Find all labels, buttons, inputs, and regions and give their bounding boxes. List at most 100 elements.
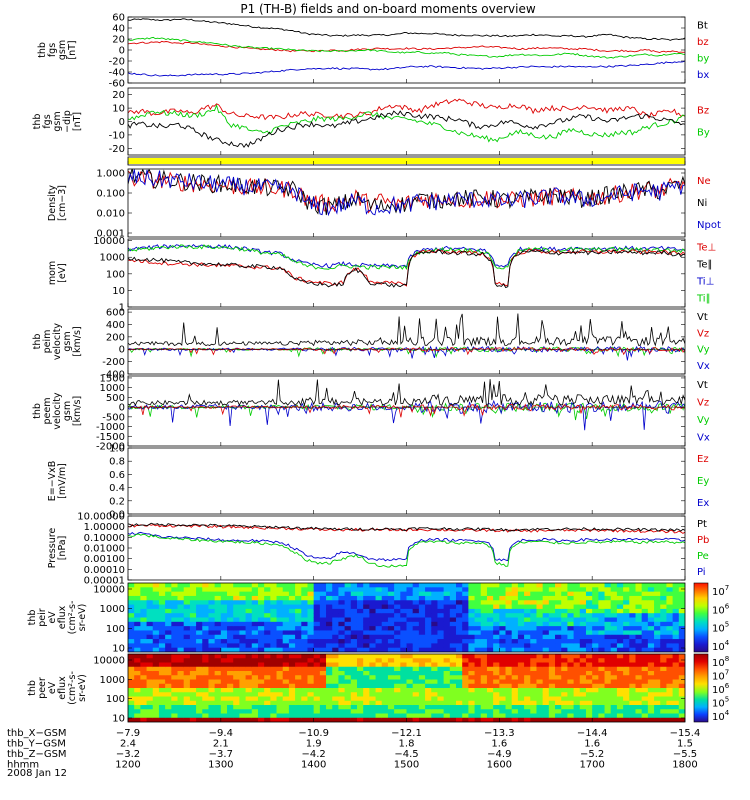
spectrogram-cell [251,658,259,664]
spectrogram-cell [678,630,685,636]
spectrogram-cell [326,587,333,593]
spectrogram-cell [499,671,507,676]
spectrogram-cell [418,643,426,649]
spectrogram-cell [505,621,513,627]
spectrogram-cell [456,679,463,685]
spectrogram-cell [394,671,401,676]
spectrogram-cell [202,643,210,649]
spectrogram-cell [666,683,674,689]
spectrogram-cell [208,595,216,601]
spectrogram-cell [239,696,247,702]
spectrogram-cell [375,666,383,672]
spectrogram-cell [369,679,377,685]
spectrogram-cell [140,679,148,685]
spectrogram-cell [610,696,618,702]
spectrogram-cell [381,587,389,593]
spectrogram-cell [474,639,482,644]
spectrogram-cell [456,700,463,706]
spectrogram-cell [152,604,160,610]
y-tick-label: 1.0 [109,444,125,455]
spectrogram-cell [462,683,469,689]
spectrogram-cell [338,675,346,681]
spectrogram-cell [431,587,439,593]
y-tick-label: 0.01000 [84,544,125,555]
spectrogram-cell [431,591,439,597]
spectrogram-cell [350,717,358,722]
spectrogram-cell [548,717,556,722]
spectrogram-cell [641,591,649,597]
spectrogram-cell [443,600,451,606]
spectrogram-cell [313,688,321,693]
spectrogram-cell [356,630,364,636]
spectrogram-cell [307,591,315,597]
spectrogram-cell [486,621,494,627]
spectrogram-cell [660,643,668,649]
spectrogram-cell [264,675,271,681]
spectrogram-cell [641,634,649,640]
spectrogram-cell [239,692,247,698]
spectrogram-cell [208,713,216,719]
spectrogram-cell [493,705,500,710]
spectrogram-cell [660,658,668,664]
spectrogram-cell [456,666,463,672]
spectrogram-cell [623,630,630,636]
spectrogram-cell [486,713,494,719]
spectrogram-cell [647,604,655,610]
spectrogram-cell [177,626,185,632]
spectrogram-cell [412,717,420,722]
spectrogram-cell [511,600,519,606]
spectrogram-cell [406,654,414,659]
spectrogram-cell [604,696,612,702]
spectrogram-cell [647,630,655,636]
spectrogram-cell [449,621,457,627]
spectrogram-cell [579,675,587,681]
spectrogram-cell [623,617,630,623]
spectrogram-cell [356,658,364,664]
spectrogram-cell [214,595,222,601]
spectrogram-cell [326,643,333,649]
spectrogram-cell [555,643,562,649]
footer-value: 1.6 [491,739,507,750]
spectrogram-cell [381,700,389,706]
spectrogram-cell [542,643,550,649]
spectrogram-cell [443,608,451,614]
y-tick-label: 0 [119,117,125,128]
spectrogram-cell [227,713,234,719]
spectrogram-cell [338,617,346,623]
spectrogram-cell [208,705,216,710]
spectrogram-cell [208,654,216,659]
spectrogram-cell [177,583,185,588]
spectrogram-cell [412,595,420,601]
spectrogram-cell [493,608,500,614]
spectrogram-cell [604,654,612,659]
spectrogram-cell [449,679,457,685]
spectrogram-cell [251,717,259,722]
spectrogram-cell [474,643,482,649]
spectrogram-cell [264,643,271,649]
spectrogram-cell [511,608,519,614]
spectrogram-cell [610,705,618,710]
spectrogram-cell [542,617,550,623]
spectrogram-cell [499,679,507,685]
spectrogram-cell [456,688,463,693]
spectrogram-cell [616,583,624,588]
spectrogram-cell [629,692,637,698]
spectrogram-cell [251,688,259,693]
spectrogram-cell [239,613,247,619]
spectrogram-cell [177,639,185,644]
spectrogram-cell [604,675,612,681]
spectrogram-cell [264,587,271,593]
spectrogram-cell [381,595,389,601]
spectrogram-cell [369,587,377,593]
spectrogram-cell [573,626,581,632]
spectrogram-cell [592,692,599,698]
spectrogram-cell [264,705,271,710]
spectrogram-cell [233,591,240,597]
spectrogram-cell [536,583,544,588]
spectrogram-cell [443,613,451,619]
footer-value: 1400 [301,760,326,771]
spectrogram-cell [363,679,370,685]
spectrogram-cell [530,604,538,610]
spectrogram-cell [585,583,593,588]
spectrogram-cell [177,591,185,597]
